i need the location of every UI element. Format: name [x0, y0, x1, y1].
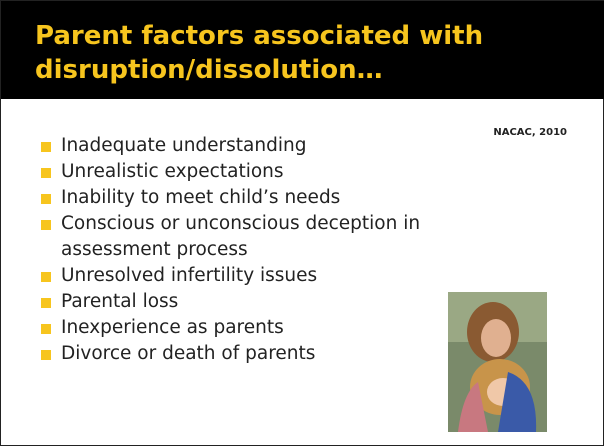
- bullet-item: Inexperience as parents: [39, 315, 499, 341]
- source-citation: NACAC, 2010: [493, 127, 567, 138]
- bullet-item: Parental loss: [39, 289, 499, 315]
- photo: [448, 292, 547, 432]
- slide-title: Parent factors associated with disruptio…: [35, 21, 484, 85]
- bullet-item: Unrealistic expectations: [39, 159, 499, 185]
- bullet-item: Inability to meet child’s needs: [39, 185, 499, 211]
- bullet-item: Divorce or death of parents: [39, 341, 499, 367]
- header-bar: Parent factors associated with disruptio…: [1, 1, 604, 99]
- bullet-list: Inadequate understanding Unrealistic expe…: [39, 133, 499, 367]
- bullet-item: Unresolved infertility issues: [39, 263, 499, 289]
- bullet-item: Conscious or unconscious deception in as…: [39, 211, 499, 263]
- bullet-item: Inadequate understanding: [39, 133, 499, 159]
